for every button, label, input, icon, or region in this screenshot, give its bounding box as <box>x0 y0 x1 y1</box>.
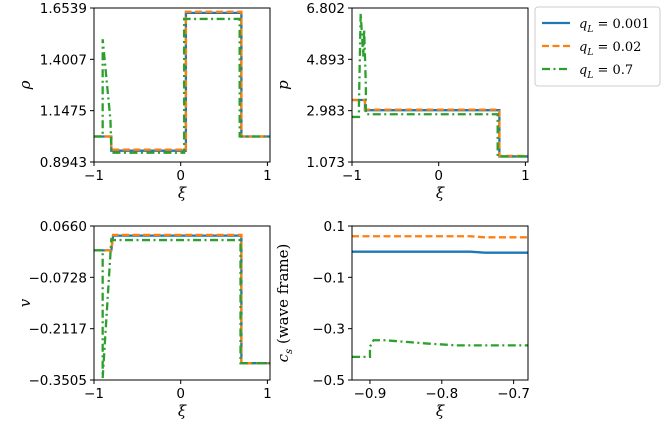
cs-ylabel: cs (wave frame) <box>274 244 295 363</box>
rho-ytick-label: 1.1475 <box>40 104 87 120</box>
legend-label-2: qL = 0.7 <box>579 63 633 81</box>
rho-series-1 <box>94 10 270 151</box>
p-ylabel: p <box>274 80 292 90</box>
rho-panel: −1 0 1 0.8943 1.1475 1.4007 1.6539 ξ ρ <box>16 1 272 202</box>
velocity-panel: −1 0 1 −0.3505 −0.2117 −0.0728 0.0660 ξ v <box>16 219 272 420</box>
rho-series-2 <box>94 17 270 154</box>
cs-ytick-label: 0.1 <box>324 219 345 235</box>
cs-ytick-label: −0.1 <box>312 270 345 286</box>
cs-series-2 <box>352 339 528 359</box>
p-xtick-label: −1 <box>342 168 362 184</box>
p-ytick-label: 6.802 <box>306 1 345 17</box>
v-axes-frame <box>93 225 271 381</box>
v-xtick-label: −1 <box>84 386 104 402</box>
legend-label-0: qL = 0.001 <box>579 17 650 35</box>
v-series-2 <box>94 237 270 379</box>
rho-xlabel: ξ <box>178 184 187 202</box>
cs-ytick-label: −0.3 <box>312 322 345 338</box>
p-ytick-label: 2.983 <box>306 104 345 120</box>
cs-axes-frame <box>351 225 529 381</box>
v-xtick-label: 0 <box>176 386 185 402</box>
cs-series-0 <box>352 250 528 254</box>
v-series-1 <box>94 233 270 365</box>
cs-xtick-label: −0.9 <box>354 386 387 402</box>
cs-xtick-label: −0.7 <box>497 386 530 402</box>
cs-xlabel: ξ <box>436 402 445 420</box>
p-axes-frame <box>351 7 529 163</box>
v-ytick-label: 0.0660 <box>40 219 87 235</box>
v-ytick-label: −0.0728 <box>28 270 87 286</box>
v-series-0 <box>94 234 270 365</box>
sound-speed-panel: −0.9 −0.8 −0.7 −0.5 −0.3 −0.1 0.1 ξ cs (wave fra… <box>274 219 530 420</box>
p-xlabel: ξ <box>436 184 445 202</box>
rho-ylabel: ρ <box>16 80 34 90</box>
cs-series-1 <box>352 235 528 239</box>
p-series-1 <box>352 98 528 158</box>
v-ytick-label: −0.3505 <box>28 373 87 389</box>
legend: qL = 0.001 qL = 0.02 qL = 0.7 <box>534 6 661 87</box>
rho-series-0 <box>94 11 270 152</box>
p-xtick-label: 0 <box>434 168 443 184</box>
cs-ytick-label: −0.5 <box>312 373 345 389</box>
rho-axes-frame <box>93 7 271 163</box>
v-ylabel: v <box>16 298 34 307</box>
p-series-2 <box>352 13 528 158</box>
legend-frame <box>534 6 661 87</box>
rho-xtick-label: 1 <box>263 168 272 184</box>
pressure-panel: −1 0 1 1.073 2.983 4.893 6.802 ξ p <box>274 1 530 202</box>
v-xtick-label: 1 <box>263 386 272 402</box>
p-xtick-label: 1 <box>521 168 530 184</box>
cs-xtick-label: −0.8 <box>425 386 458 402</box>
rho-ytick-label: 0.8943 <box>40 155 87 171</box>
legend-label-1: qL = 0.02 <box>579 40 641 58</box>
rho-ytick-label: 1.6539 <box>40 1 87 17</box>
p-ytick-label: 4.893 <box>306 52 345 68</box>
p-ytick-label: 1.073 <box>306 155 345 171</box>
v-ytick-label: −0.2117 <box>28 322 87 338</box>
rho-ytick-label: 1.4007 <box>40 52 87 68</box>
p-series-0 <box>352 98 528 158</box>
v-xlabel: ξ <box>178 402 187 420</box>
rho-xtick-label: 0 <box>176 168 185 184</box>
rho-xtick-label: −1 <box>84 168 104 184</box>
